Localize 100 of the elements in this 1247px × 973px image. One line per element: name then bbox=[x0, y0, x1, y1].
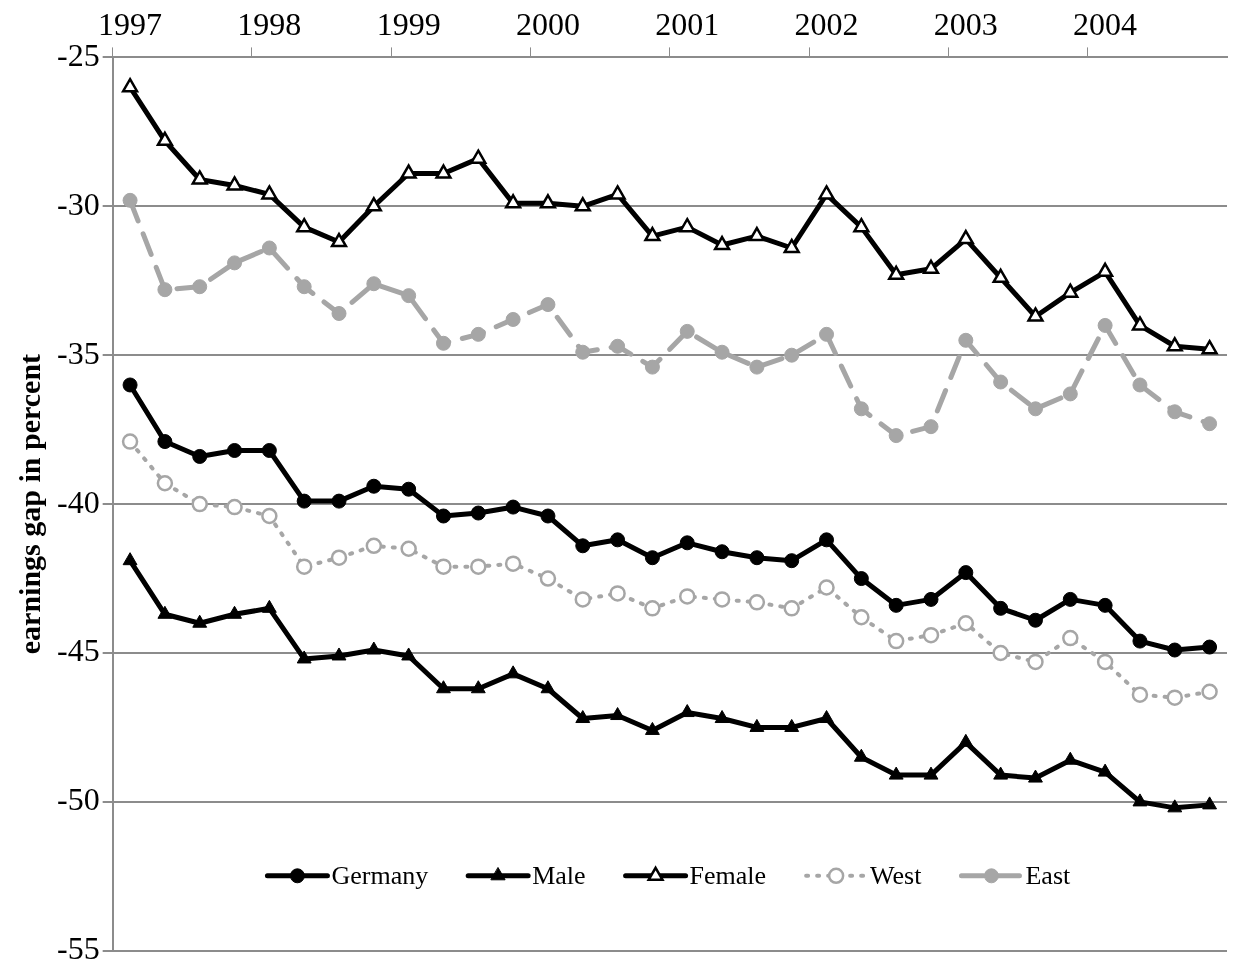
point bbox=[993, 600, 1009, 616]
point bbox=[574, 591, 592, 608]
point bbox=[1202, 639, 1218, 655]
point bbox=[539, 570, 557, 587]
point bbox=[435, 164, 452, 179]
point bbox=[227, 255, 243, 271]
point bbox=[400, 540, 417, 558]
y-tick-label: -40 bbox=[57, 483, 100, 520]
point bbox=[1062, 629, 1079, 647]
point bbox=[713, 591, 731, 608]
point bbox=[784, 718, 800, 732]
y-tick-label: -30 bbox=[57, 185, 100, 222]
point bbox=[505, 311, 521, 327]
point bbox=[958, 332, 974, 348]
x-tick-label: 2003 bbox=[933, 5, 998, 42]
point bbox=[992, 644, 1009, 662]
point bbox=[784, 553, 800, 569]
point bbox=[122, 552, 138, 566]
point bbox=[470, 680, 486, 694]
point bbox=[748, 226, 766, 242]
point bbox=[609, 585, 626, 602]
point bbox=[505, 499, 521, 515]
point bbox=[331, 647, 347, 661]
point bbox=[1201, 339, 1218, 355]
point bbox=[504, 555, 522, 572]
point bbox=[226, 498, 243, 516]
y-axis-title: earnings gap in percent bbox=[12, 353, 46, 655]
point bbox=[192, 614, 208, 628]
point bbox=[1202, 416, 1218, 432]
point bbox=[1167, 404, 1183, 420]
point bbox=[261, 185, 278, 200]
point bbox=[887, 632, 905, 650]
point bbox=[888, 428, 904, 444]
point bbox=[713, 235, 731, 251]
point bbox=[192, 448, 208, 464]
point bbox=[226, 176, 243, 191]
point bbox=[610, 338, 626, 354]
y-tick-label: -50 bbox=[57, 781, 100, 818]
point bbox=[644, 600, 661, 617]
point bbox=[191, 170, 208, 185]
x-tick-label: 1999 bbox=[376, 5, 441, 42]
point bbox=[540, 508, 556, 524]
point bbox=[1062, 283, 1079, 298]
point bbox=[923, 419, 939, 435]
point bbox=[1201, 683, 1218, 700]
point bbox=[749, 718, 765, 732]
point bbox=[401, 288, 417, 304]
point bbox=[922, 259, 940, 275]
point bbox=[435, 558, 452, 575]
point bbox=[644, 226, 661, 242]
point bbox=[818, 185, 835, 200]
point bbox=[470, 505, 486, 521]
x-tick-label: 2002 bbox=[794, 5, 859, 42]
point bbox=[714, 344, 730, 360]
point bbox=[470, 558, 487, 575]
x-tick-label: 2001 bbox=[655, 5, 720, 42]
point bbox=[888, 265, 905, 281]
point bbox=[678, 588, 696, 605]
legend-label: Female bbox=[689, 860, 767, 890]
point bbox=[993, 766, 1009, 780]
point bbox=[853, 571, 869, 587]
point bbox=[574, 197, 591, 212]
point bbox=[365, 537, 383, 555]
point bbox=[157, 434, 173, 450]
point bbox=[400, 164, 417, 179]
legend-label: West bbox=[870, 860, 923, 890]
point bbox=[784, 347, 800, 363]
point bbox=[853, 217, 870, 233]
point bbox=[435, 508, 451, 524]
point bbox=[853, 401, 869, 417]
point bbox=[749, 550, 765, 566]
x-tick-label: 2000 bbox=[515, 5, 580, 42]
point bbox=[366, 276, 382, 292]
point bbox=[1062, 591, 1078, 607]
point bbox=[923, 766, 939, 780]
point bbox=[401, 481, 417, 497]
point bbox=[227, 443, 243, 458]
point bbox=[819, 326, 835, 342]
point bbox=[296, 217, 313, 233]
point bbox=[1097, 597, 1113, 613]
legend-label: East bbox=[1025, 860, 1071, 890]
y-tick-label: -35 bbox=[57, 334, 100, 371]
point bbox=[1131, 316, 1149, 331]
point bbox=[261, 443, 277, 458]
point bbox=[853, 748, 869, 762]
point bbox=[748, 594, 766, 611]
point bbox=[401, 647, 417, 661]
point bbox=[888, 597, 904, 613]
point bbox=[435, 335, 451, 351]
point bbox=[575, 710, 591, 724]
point bbox=[227, 605, 242, 619]
point bbox=[1202, 796, 1218, 810]
point bbox=[714, 544, 730, 560]
point bbox=[539, 194, 557, 209]
point bbox=[714, 710, 730, 724]
point bbox=[540, 680, 556, 694]
x-tick-label: 2004 bbox=[1073, 5, 1138, 42]
point bbox=[679, 323, 695, 339]
point bbox=[957, 614, 975, 632]
point bbox=[1132, 377, 1148, 393]
